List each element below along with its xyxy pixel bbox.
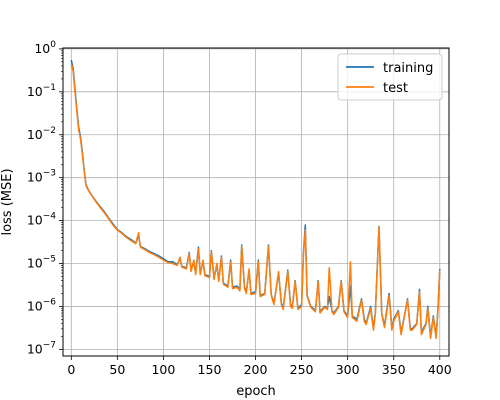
legend-box — [337, 53, 443, 101]
y-tick-label: 10−3 — [27, 169, 56, 185]
x-tick-label: 0 — [67, 362, 75, 377]
x-tick-label: 250 — [290, 362, 314, 377]
y-tick-label: 10−2 — [27, 126, 56, 142]
y-tick-label: 100 — [34, 40, 56, 56]
y-tick-label: 10−4 — [27, 212, 56, 228]
x-tick-label: 150 — [198, 362, 222, 377]
legend-label-test: test — [383, 81, 408, 96]
y-tick-label: 10−6 — [27, 297, 56, 313]
x-tick-label: 300 — [336, 362, 360, 377]
y-axis-label: loss (MSE) — [0, 168, 15, 235]
plot-frame — [62, 47, 450, 357]
x-tick-label: 50 — [109, 362, 125, 377]
x-tick-label: 200 — [244, 362, 268, 377]
x-axis-label: epoch — [236, 384, 276, 399]
x-tick-label: 400 — [428, 362, 452, 377]
y-tick-layer: 10−7 10−6 10−5 10−4 10−3 10−2 10−1 100 — [27, 40, 63, 356]
x-tick-label: 350 — [382, 362, 406, 377]
series-layer — [70, 59, 441, 340]
series-line-test — [70, 63, 441, 340]
x-tick-label: 100 — [151, 362, 175, 377]
y-tick-label: 10−1 — [27, 83, 56, 99]
legend-label-training: training — [383, 61, 433, 76]
y-tick-label: 10−5 — [27, 255, 56, 271]
legend: training test — [337, 53, 443, 101]
x-tick-layer: 0 50 100 150 200 250 300 350 400 — [67, 356, 452, 377]
y-tick-label: 10−7 — [27, 340, 56, 356]
